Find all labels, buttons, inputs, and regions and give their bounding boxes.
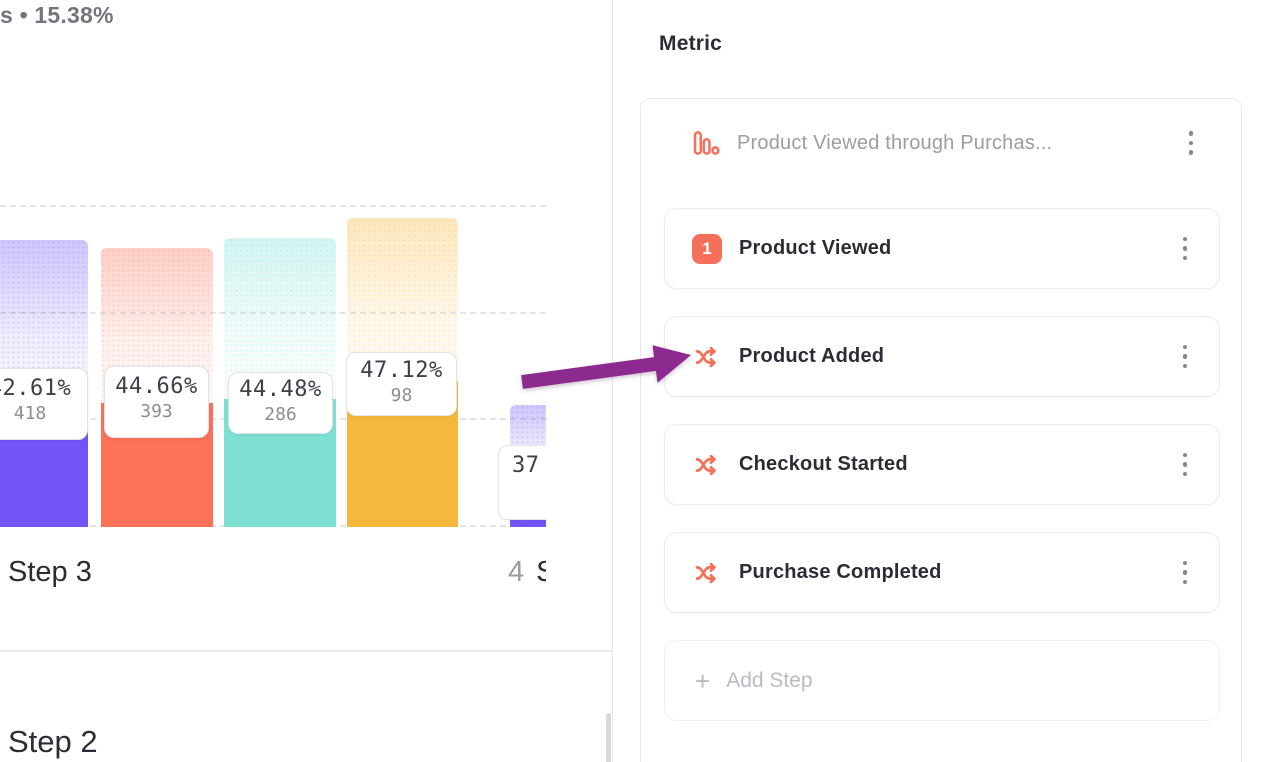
step-label: Product Added bbox=[739, 345, 885, 367]
x-axis-label-step3: Step 3 bbox=[8, 556, 92, 589]
gridline bbox=[0, 205, 546, 207]
conversion-count: 418 bbox=[13, 403, 47, 424]
shuffle-icon bbox=[695, 562, 716, 583]
shuffle-icon bbox=[695, 454, 716, 475]
conversion-percent: 37 bbox=[512, 453, 540, 478]
step-card-product-added[interactable]: Product Added bbox=[664, 316, 1220, 397]
value-label-step3-series4: 47.12% 98 bbox=[346, 352, 457, 416]
conversion-percent: 44.48% bbox=[239, 377, 322, 402]
x-axis-label-step4: 4S bbox=[508, 556, 546, 589]
x-axis-step-name: Step 3 bbox=[8, 556, 92, 588]
step-kebab-menu-button[interactable] bbox=[1173, 229, 1198, 269]
plus-icon: + bbox=[695, 665, 711, 696]
value-label-step4-series1: 37 bbox=[498, 445, 546, 520]
value-label-step3-series1: 42.61% 418 bbox=[0, 368, 88, 440]
metric-panel-heading: Metric bbox=[659, 32, 723, 55]
vertical-scrollbar-thumb[interactable] bbox=[606, 713, 611, 762]
step-card-checkout-started[interactable]: Checkout Started bbox=[664, 424, 1220, 505]
x-axis-step-name: S bbox=[536, 556, 546, 588]
step-card-product-viewed[interactable]: 1 Product Viewed bbox=[664, 208, 1220, 289]
step-kebab-menu-button[interactable] bbox=[1173, 337, 1198, 377]
step-number-badge: 1 bbox=[692, 233, 722, 264]
funnel-chart: 42.61% 418 44.66% 393 44.48% 286 47.12% … bbox=[0, 0, 546, 640]
breakdown-section-label: Step 2 bbox=[8, 724, 98, 759]
step-label: Product Viewed bbox=[739, 237, 892, 259]
value-label-step3-series2: 44.66% 393 bbox=[104, 366, 209, 438]
funnel-chart-pane: s • 15.38% bbox=[0, 0, 613, 762]
metric-title-row[interactable]: Product Viewed through Purchas... bbox=[641, 99, 1241, 187]
funnel-bar-step3-series1[interactable] bbox=[0, 240, 88, 527]
step-kebab-menu-button[interactable] bbox=[1173, 553, 1198, 593]
section-divider bbox=[0, 650, 612, 652]
step-label: Purchase Completed bbox=[739, 561, 942, 583]
conversion-count: 393 bbox=[140, 401, 173, 422]
conversion-count: 98 bbox=[390, 385, 413, 406]
x-axis-step-number: 4 bbox=[508, 556, 525, 588]
gridline bbox=[0, 312, 546, 314]
add-step-label: Add Step bbox=[726, 668, 813, 692]
value-label-step3-series3: 44.48% 286 bbox=[228, 372, 333, 434]
metric-card: Product Viewed through Purchas... 1 Prod… bbox=[640, 98, 1242, 762]
metric-kebab-menu-button[interactable] bbox=[1179, 123, 1204, 163]
metric-title: Product Viewed through Purchas... bbox=[737, 131, 1053, 154]
conversion-percent: 44.66% bbox=[115, 374, 198, 399]
chart-title-fragment: s • 15.38% bbox=[0, 2, 114, 28]
funnel-chart-icon bbox=[693, 131, 720, 155]
shuffle-icon bbox=[695, 346, 716, 367]
step-card-purchase-completed[interactable]: Purchase Completed bbox=[664, 532, 1220, 613]
metric-panel: Metric Product Viewed through Purchas...… bbox=[614, 0, 1264, 762]
conversion-percent: 47.12% bbox=[360, 358, 443, 383]
conversion-percent: 42.61% bbox=[0, 376, 72, 401]
step-label: Checkout Started bbox=[739, 453, 908, 475]
step-kebab-menu-button[interactable] bbox=[1173, 445, 1198, 485]
add-step-button[interactable]: + Add Step bbox=[664, 640, 1220, 721]
conversion-count: 286 bbox=[264, 404, 297, 425]
